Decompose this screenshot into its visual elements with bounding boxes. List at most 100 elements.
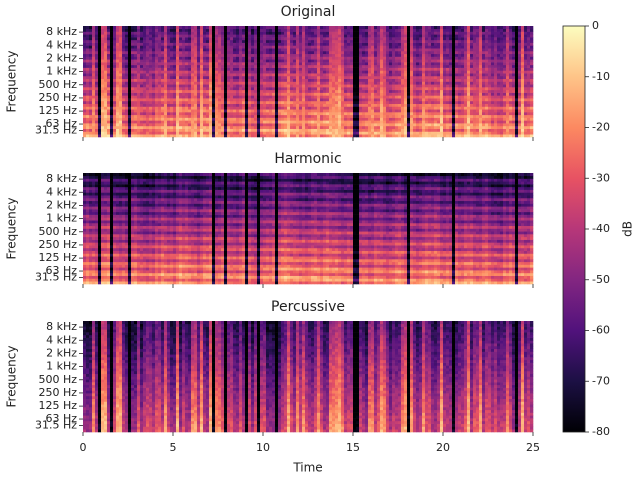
spectrogram-cell [266, 109, 270, 113]
spectrogram-cell [443, 42, 447, 46]
spectrogram-cell [251, 103, 255, 107]
spectrogram-cell [230, 78, 234, 82]
spectrogram-cell [167, 134, 171, 138]
spectrogram-cell [179, 39, 183, 43]
spectrogram-cell [173, 103, 177, 107]
spectrogram-cell [266, 100, 270, 104]
spectrogram-cell [290, 48, 294, 52]
spectrogram-cell [248, 120, 252, 124]
spectrogram-cell [314, 128, 318, 132]
spectrogram-cell [332, 42, 336, 46]
spectrogram-cell [353, 112, 357, 116]
spectrogram-cell [374, 48, 378, 52]
spectrogram-cell [98, 112, 102, 116]
spectrogram-cell [446, 84, 450, 88]
spectrogram-cell [170, 131, 174, 135]
spectrogram-cell [188, 39, 192, 43]
spectrogram-cell [101, 81, 105, 85]
spectrogram-cell [437, 120, 441, 124]
spectrogram-cell [446, 89, 450, 93]
spectrogram-cell [395, 67, 399, 71]
spectrogram-cell [326, 64, 330, 68]
spectrogram-cell [170, 84, 174, 88]
spectrogram-cell [386, 42, 390, 46]
spectrogram-cell [101, 53, 105, 57]
spectrogram-cell [212, 89, 216, 93]
spectrogram-cell [155, 92, 159, 96]
spectrogram-cell [443, 106, 447, 110]
spectrogram-cell [344, 114, 348, 118]
spectrogram-cell [362, 59, 366, 63]
spectrogram-cell [347, 34, 351, 38]
spectrogram-cell [143, 89, 147, 93]
spectrogram-cell [308, 28, 312, 32]
spectrogram-cell [110, 64, 114, 68]
spectrogram-cell [113, 34, 117, 38]
spectrogram-cell [365, 106, 369, 110]
spectrogram-cell [419, 70, 423, 74]
spectrogram-cell [236, 37, 240, 41]
spectrogram-cell [449, 59, 453, 63]
spectrogram-cell [104, 70, 108, 74]
spectrogram-cell [206, 114, 210, 118]
spectrogram-cell [215, 112, 219, 116]
spectrogram-cell [95, 39, 99, 43]
spectrogram-cell [437, 134, 441, 138]
spectrogram-cell [98, 39, 102, 43]
spectrogram-cell [203, 48, 207, 52]
spectrogram-cell [380, 117, 384, 121]
spectrogram-cell [143, 78, 147, 82]
spectrogram-cell [383, 37, 387, 41]
spectrogram-cell [191, 73, 195, 77]
spectrogram-cell [335, 120, 339, 124]
spectrogram-cell [125, 42, 129, 46]
spectrogram-cell [116, 106, 120, 110]
spectrogram-cell [407, 81, 411, 85]
spectrogram-cell [362, 53, 366, 57]
spectrogram-cell [209, 34, 213, 38]
spectrogram-cell [185, 26, 189, 30]
spectrogram-cell [293, 109, 297, 113]
spectrogram-cell [386, 134, 390, 138]
spectrogram-cell [284, 70, 288, 74]
spectrogram-cell [296, 67, 300, 71]
spectrogram-cell [164, 50, 168, 55]
spectrogram-cell [326, 106, 330, 110]
spectrogram-cell [389, 70, 393, 74]
spectrogram-cell [347, 70, 351, 74]
spectrogram-cell [164, 53, 168, 57]
spectrogram-cell [134, 48, 138, 52]
spectrogram-cell [188, 120, 192, 124]
spectrogram-cell [353, 28, 357, 32]
spectrogram-cell [413, 48, 417, 52]
spectrogram-cell [206, 26, 210, 30]
spectrogram-cell [242, 92, 246, 96]
spectrogram-cell [83, 50, 87, 55]
spectrogram-cell [104, 131, 108, 135]
spectrogram-cell [158, 48, 162, 52]
spectrogram-cell [422, 31, 426, 35]
spectrogram-cell [380, 98, 384, 102]
spectrogram-cell [329, 100, 333, 104]
spectrogram-cell [425, 95, 429, 99]
spectrogram-cell [209, 84, 213, 88]
spectrogram-cell [287, 39, 291, 43]
spectrogram-cell [206, 31, 210, 35]
spectrogram-cell [254, 117, 258, 121]
spectrogram-cell [158, 106, 162, 110]
spectrogram-cell [146, 128, 150, 132]
spectrogram-cell [380, 84, 384, 88]
spectrogram-cell [452, 87, 456, 91]
spectrogram-cell [422, 134, 426, 138]
spectrogram-cell [272, 131, 276, 135]
spectrogram-cell [422, 81, 426, 85]
spectrogram-cell [347, 106, 351, 110]
spectrogram-cell [440, 42, 444, 46]
spectrogram-cell [419, 53, 423, 57]
spectrogram-cell [350, 98, 354, 102]
spectrogram-cell [209, 70, 213, 74]
spectrogram-cell [218, 117, 222, 121]
spectrogram-cell [407, 42, 411, 46]
spectrogram-cell [302, 42, 306, 46]
spectrogram-cell [185, 123, 189, 127]
